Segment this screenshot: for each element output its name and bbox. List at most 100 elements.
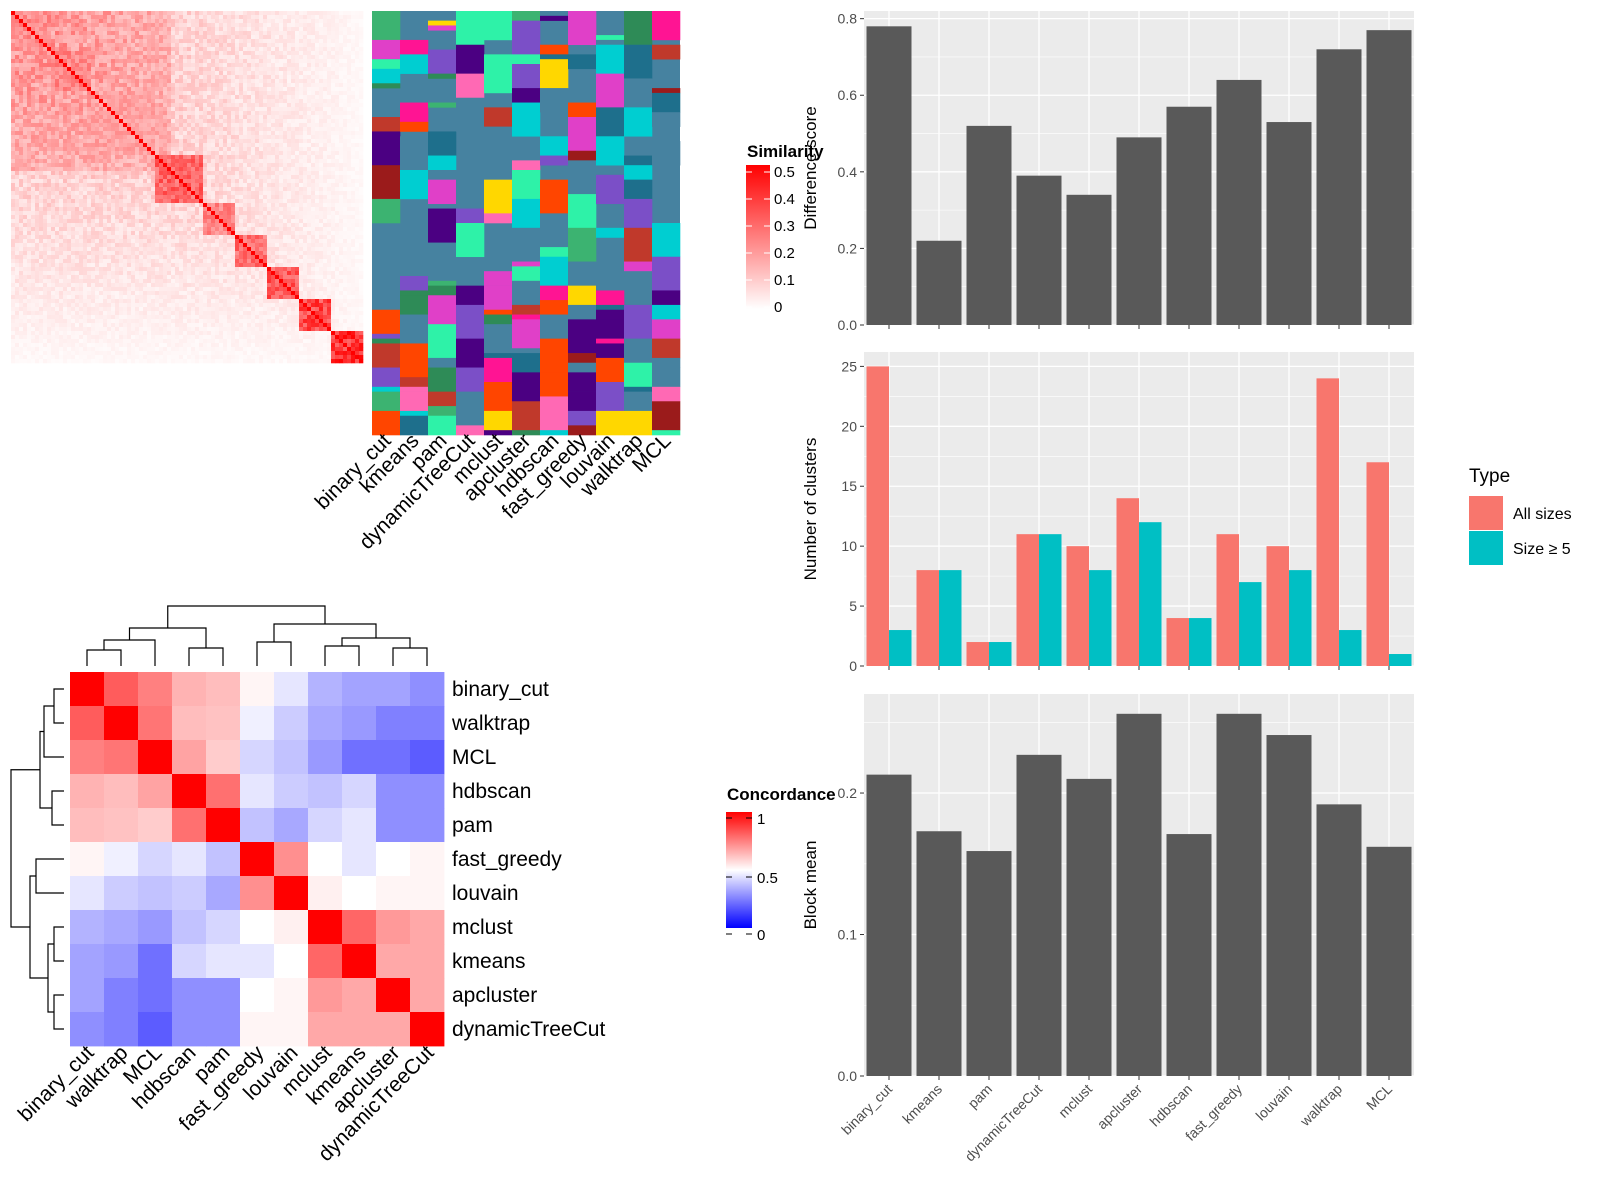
similarity-cell bbox=[131, 63, 136, 68]
similarity-cell bbox=[43, 59, 48, 64]
similarity-cell bbox=[351, 131, 356, 136]
similarity-cell bbox=[315, 131, 320, 136]
similarity-cell bbox=[75, 159, 80, 164]
similarity-cell bbox=[295, 51, 300, 56]
similarity-cell bbox=[303, 107, 308, 112]
similarity-cell bbox=[111, 35, 116, 40]
similarity-cell bbox=[95, 207, 100, 212]
similarity-cell bbox=[207, 211, 212, 216]
similarity-cell bbox=[183, 63, 188, 68]
similarity-cell bbox=[139, 111, 144, 116]
similarity-cell bbox=[323, 187, 328, 192]
similarity-cell bbox=[295, 83, 300, 88]
similarity-cell bbox=[223, 127, 228, 132]
similarity-cell bbox=[147, 183, 152, 188]
similarity-cell bbox=[87, 31, 92, 36]
similarity-cell bbox=[295, 211, 300, 216]
similarity-cell bbox=[139, 183, 144, 188]
similarity-cell bbox=[351, 95, 356, 100]
similarity-cell bbox=[291, 71, 296, 76]
similarity-cell bbox=[191, 107, 196, 112]
similarity-cell bbox=[319, 23, 324, 28]
similarity-cell bbox=[323, 23, 328, 28]
similarity-cell bbox=[275, 223, 280, 228]
similarity-cell bbox=[103, 91, 108, 96]
similarity-cell bbox=[75, 47, 80, 52]
similarity-cell bbox=[147, 199, 152, 204]
similarity-cell bbox=[231, 107, 236, 112]
similarity-cell bbox=[23, 203, 28, 208]
similarity-cell bbox=[147, 95, 152, 100]
similarity-cell bbox=[311, 115, 316, 120]
similarity-cell bbox=[303, 119, 308, 124]
similarity-cell bbox=[259, 219, 264, 224]
similarity-cell bbox=[347, 111, 352, 116]
similarity-cell bbox=[215, 115, 220, 120]
similarity-cell bbox=[267, 211, 272, 216]
similarity-cell bbox=[103, 107, 108, 112]
similarity-cell bbox=[55, 91, 60, 96]
similarity-cell bbox=[35, 203, 40, 208]
similarity-cell bbox=[275, 123, 280, 128]
similarity-cell bbox=[223, 119, 228, 124]
similarity-cell bbox=[191, 95, 196, 100]
similarity-cell bbox=[319, 187, 324, 192]
similarity-cell bbox=[87, 123, 92, 128]
similarity-cell bbox=[311, 83, 316, 88]
similarity-cell bbox=[231, 79, 236, 84]
similarity-cell bbox=[351, 79, 356, 84]
similarity-cell bbox=[319, 107, 324, 112]
similarity-cell bbox=[171, 155, 176, 160]
similarity-cell bbox=[215, 83, 220, 88]
similarity-cell bbox=[339, 67, 344, 72]
similarity-cell bbox=[151, 179, 156, 184]
similarity-cell bbox=[315, 127, 320, 132]
similarity-cell bbox=[63, 131, 68, 136]
similarity-cell bbox=[207, 11, 212, 16]
similarity-cell bbox=[347, 131, 352, 136]
similarity-cell bbox=[319, 67, 324, 72]
similarity-cell bbox=[215, 219, 220, 224]
similarity-cell bbox=[107, 131, 112, 136]
similarity-cell bbox=[47, 147, 52, 152]
similarity-cell bbox=[163, 143, 168, 148]
similarity-cell bbox=[51, 159, 56, 164]
similarity-cell bbox=[247, 203, 252, 208]
similarity-cell bbox=[35, 51, 40, 56]
similarity-cell bbox=[247, 191, 252, 196]
similarity-cell bbox=[151, 39, 156, 44]
similarity-cell bbox=[171, 227, 176, 232]
similarity-cell bbox=[339, 87, 344, 92]
similarity-cell bbox=[339, 115, 344, 120]
similarity-cell bbox=[135, 63, 140, 68]
similarity-cell bbox=[359, 223, 364, 228]
similarity-cell bbox=[55, 155, 60, 160]
similarity-cell bbox=[303, 79, 308, 84]
similarity-cell bbox=[315, 27, 320, 32]
similarity-cell bbox=[71, 203, 76, 208]
similarity-cell bbox=[303, 207, 308, 212]
similarity-cell bbox=[347, 99, 352, 104]
similarity-cell bbox=[151, 119, 156, 124]
similarity-cell bbox=[203, 143, 208, 148]
similarity-cell bbox=[247, 163, 252, 168]
similarity-cell bbox=[275, 11, 280, 16]
similarity-cell bbox=[263, 59, 268, 64]
similarity-cell bbox=[287, 23, 292, 28]
similarity-cell bbox=[351, 175, 356, 180]
similarity-cell bbox=[67, 203, 72, 208]
similarity-cell bbox=[35, 43, 40, 48]
similarity-cell bbox=[55, 171, 60, 176]
similarity-cell bbox=[311, 175, 316, 180]
similarity-cell bbox=[71, 147, 76, 152]
similarity-cell bbox=[327, 119, 332, 124]
similarity-cell bbox=[91, 215, 96, 220]
similarity-cell bbox=[355, 59, 360, 64]
similarity-cell bbox=[147, 171, 152, 176]
similarity-cell bbox=[139, 63, 144, 68]
similarity-cell bbox=[115, 119, 120, 124]
similarity-cell bbox=[159, 67, 164, 72]
similarity-cell bbox=[71, 43, 76, 48]
similarity-cell bbox=[291, 95, 296, 100]
similarity-cell bbox=[291, 119, 296, 124]
